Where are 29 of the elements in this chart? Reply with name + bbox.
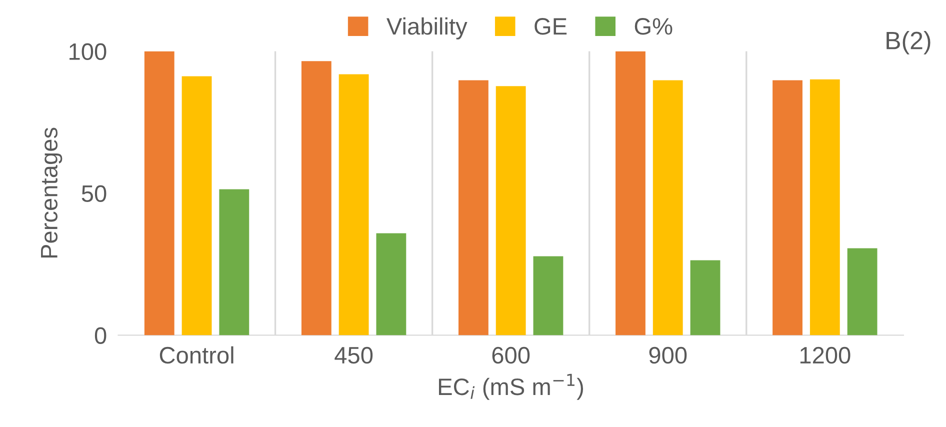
x-tick-label: 900 [649,346,687,364]
x-tick-label: 1200 [800,346,850,364]
x-tick-label: 600 [492,346,530,364]
bar [144,51,174,336]
y-axis-title: Percentages [41,128,62,258]
bar [182,76,212,336]
x-axis-title: EC$_{i}$ (mS m$^{−1}$) [438,374,584,400]
bar [533,256,564,336]
annotation: B(2) [886,31,930,54]
bar [301,61,332,336]
y-tick-label: 100 [70,43,106,60]
bar [690,260,720,336]
bar [458,80,488,336]
x-tick-label: 450 [334,346,373,364]
y-tick-label: 50 [82,185,106,202]
legend-label: Viability [386,17,468,40]
bar [652,80,683,336]
bar [219,189,250,336]
bar [772,80,802,336]
bar [338,74,369,336]
bar [376,233,406,336]
bar [810,79,840,336]
legend-label: G% [634,18,672,35]
bar [616,51,646,336]
bar [496,86,526,336]
x-tick-label: Control [160,346,234,364]
y-tick-label: 0 [94,327,106,344]
bar [847,248,878,336]
legend-label: GE [534,18,567,35]
